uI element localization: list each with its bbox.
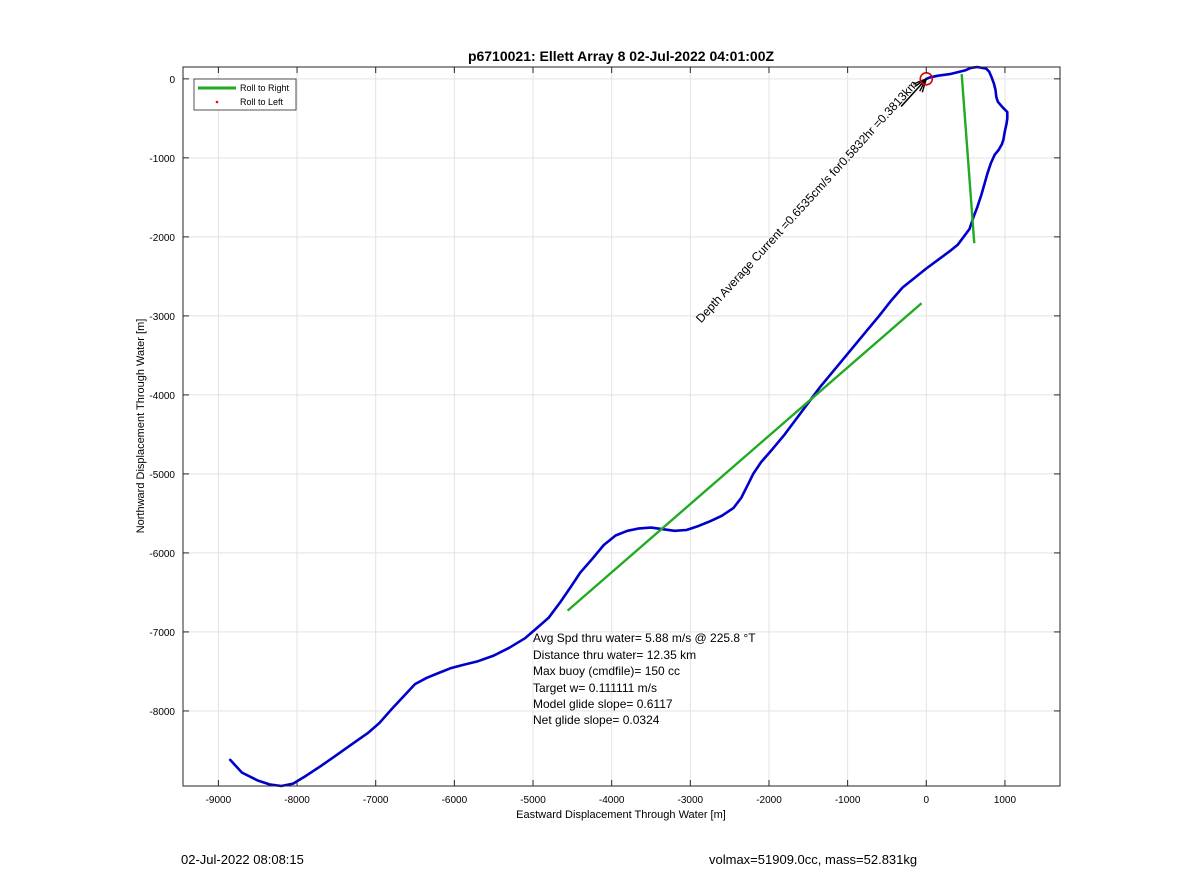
y-tick-label: -2000 bbox=[149, 233, 175, 244]
y-tick-label: -3000 bbox=[149, 312, 175, 323]
y-tick-label: 0 bbox=[169, 75, 175, 86]
legend-label-roll-left: Roll to Left bbox=[240, 97, 284, 107]
annotation-line: Model glide slope= 0.6117 bbox=[533, 697, 673, 711]
roll-right-segment bbox=[960, 74, 976, 244]
footer-vehicle-info: volmax=51909.0cc, mass=52.831kg bbox=[709, 852, 918, 867]
x-tick-label: -5000 bbox=[520, 795, 546, 806]
current-arrow-head bbox=[919, 78, 927, 92]
annotation-block: Avg Spd thru water= 5.88 m/s @ 225.8 °T … bbox=[533, 631, 756, 727]
x-tick-label: -3000 bbox=[678, 795, 704, 806]
x-tick-label: -6000 bbox=[442, 795, 468, 806]
x-tick-label: -8000 bbox=[284, 795, 310, 806]
x-tick-label: 1000 bbox=[994, 795, 1017, 806]
y-tick-label: -1000 bbox=[149, 154, 175, 165]
annotation-line: Distance thru water= 12.35 km bbox=[533, 648, 696, 662]
x-tick-label: -9000 bbox=[206, 795, 232, 806]
annotation-line: Target w= 0.111111 m/s bbox=[533, 681, 657, 695]
series-layer bbox=[228, 65, 1009, 788]
plot-background bbox=[183, 67, 1060, 786]
glider-track-line bbox=[228, 65, 1009, 788]
chart-title: p6710021: Ellett Array 8 02-Jul-2022 04:… bbox=[468, 48, 775, 64]
y-tick-label: -4000 bbox=[149, 391, 175, 402]
y-axis-label: Northward Displacement Through Water [m] bbox=[135, 319, 147, 534]
roll-right-segment bbox=[566, 302, 923, 612]
y-tick-label: -6000 bbox=[149, 549, 175, 560]
y-tick-label: -7000 bbox=[149, 628, 175, 639]
x-tick-label: 0 bbox=[924, 795, 930, 806]
legend: Roll to Right Roll to Left bbox=[193, 78, 297, 111]
x-tick-label: -2000 bbox=[756, 795, 782, 806]
y-tick-label: -5000 bbox=[149, 470, 175, 481]
legend-swatch-roll-left bbox=[215, 100, 219, 104]
x-tick-label: -4000 bbox=[599, 795, 625, 806]
legend-label-roll-right: Roll to Right bbox=[240, 83, 290, 93]
ticks: -9000 -8000 -7000 -6000 -5000 -4000 -3000 -2000… bbox=[149, 67, 1060, 806]
annotation-line: Net glide slope= 0.0324 bbox=[533, 713, 660, 727]
x-tick-label: -7000 bbox=[363, 795, 389, 806]
annotation-line: Avg Spd thru water= 5.88 m/s @ 225.8 °T bbox=[533, 631, 756, 645]
x-tick-label: -1000 bbox=[835, 795, 861, 806]
legend-box bbox=[193, 78, 297, 111]
x-axis-label: Eastward Displacement Through Water [m] bbox=[516, 809, 726, 821]
footer-timestamp: 02-Jul-2022 08:08:15 bbox=[181, 852, 304, 867]
annotation-line: Max buoy (cmdfile)= 150 cc bbox=[533, 664, 680, 678]
current-arrow-head bbox=[914, 78, 927, 88]
grid bbox=[183, 67, 1060, 786]
y-tick-label: -8000 bbox=[149, 707, 175, 718]
plot-frame bbox=[182, 66, 1061, 787]
